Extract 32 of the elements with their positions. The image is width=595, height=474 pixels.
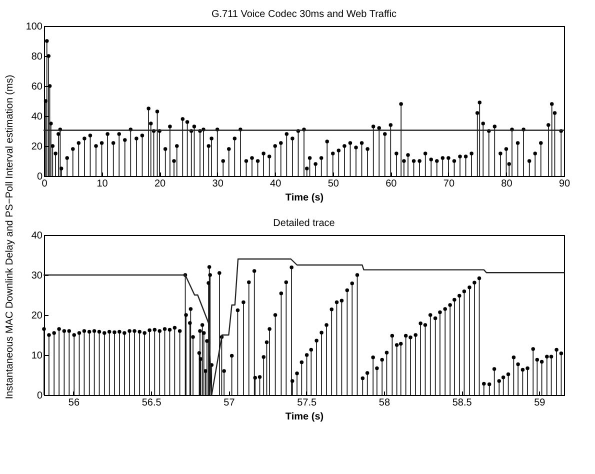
y-tick-label: 40: [31, 230, 43, 242]
y-tick-label: 100: [26, 22, 43, 32]
x-tick-label: 50: [328, 178, 340, 190]
y-tick-label: 0: [36, 172, 43, 182]
y-tick-label: 30: [31, 270, 43, 282]
x-tick-label: 60: [386, 178, 398, 190]
y-tick-label: 80: [31, 52, 43, 62]
y-tick-label: 40: [31, 112, 43, 122]
y-tick-label: 10: [31, 350, 43, 362]
x-tick-label: 30: [212, 178, 224, 190]
x-tick-label: 56.5: [142, 398, 162, 408]
y-tick-label: 20: [31, 310, 43, 322]
x-tick-label: 20: [154, 178, 166, 190]
chart-title: Detailed trace: [273, 218, 336, 229]
x-tick-label: 70: [443, 178, 455, 190]
x-tick-label: 80: [501, 178, 513, 190]
x-tick-label: 90: [558, 178, 570, 190]
y-tick-label: 0: [36, 390, 43, 402]
x-tick-label: 57: [224, 398, 236, 408]
x-tick-label: 57.5: [297, 398, 317, 408]
y-tick-label: 60: [31, 82, 43, 92]
x-tick-label: 59: [534, 398, 546, 408]
y-axis-title: Instantaneous MAC Downlink Delay and PS−Poll Interval estimation (ms): [4, 74, 16, 400]
x-tick-label: 56: [68, 398, 80, 408]
chart-title: G.711 Voice Codec 30ms and Web Traffic: [211, 9, 397, 20]
x-axis-title: Time (s): [285, 192, 324, 204]
x-tick-label: 58: [378, 398, 390, 408]
x-axis-title: Time (s): [285, 412, 324, 422]
x-tick-label: 58.5: [452, 398, 472, 408]
x-tick-label: 40: [270, 178, 282, 190]
x-tick-label: 10: [96, 178, 108, 190]
y-tick-label: 20: [31, 142, 43, 152]
